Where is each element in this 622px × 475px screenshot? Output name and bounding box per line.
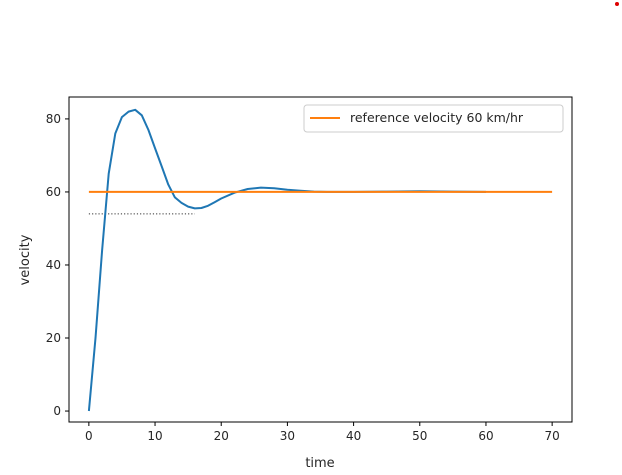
legend: reference velocity 60 km/hr (303, 104, 564, 133)
y-tick-label: 20 (46, 331, 61, 345)
x-tick-label: 50 (412, 429, 427, 443)
red-dot-marker (615, 2, 619, 6)
legend-box (303, 104, 564, 133)
x-tick-label: 10 (147, 429, 162, 443)
y-axis-label: velocity (18, 234, 33, 285)
x-tick-label: 70 (545, 429, 560, 443)
y-tick-label: 0 (53, 404, 61, 418)
x-axis-label: time (305, 456, 334, 471)
x-axis: 0 10 20 30 40 50 60 70 (85, 422, 560, 443)
x-tick-label: 60 (478, 429, 493, 443)
legend-label: reference velocity 60 km/hr (350, 110, 524, 125)
y-tick-label: 40 (46, 258, 61, 272)
y-axis: 0 20 40 60 80 (46, 112, 69, 418)
x-tick-label: 40 (346, 429, 361, 443)
plot-area (68, 96, 573, 423)
series-group (87, 108, 553, 412)
y-tick-label: 60 (46, 185, 61, 199)
x-tick-label: 20 (214, 429, 229, 443)
x-tick-label: 30 (280, 429, 295, 443)
x-tick-label: 0 (85, 429, 93, 443)
y-tick-label: 80 (46, 112, 61, 126)
